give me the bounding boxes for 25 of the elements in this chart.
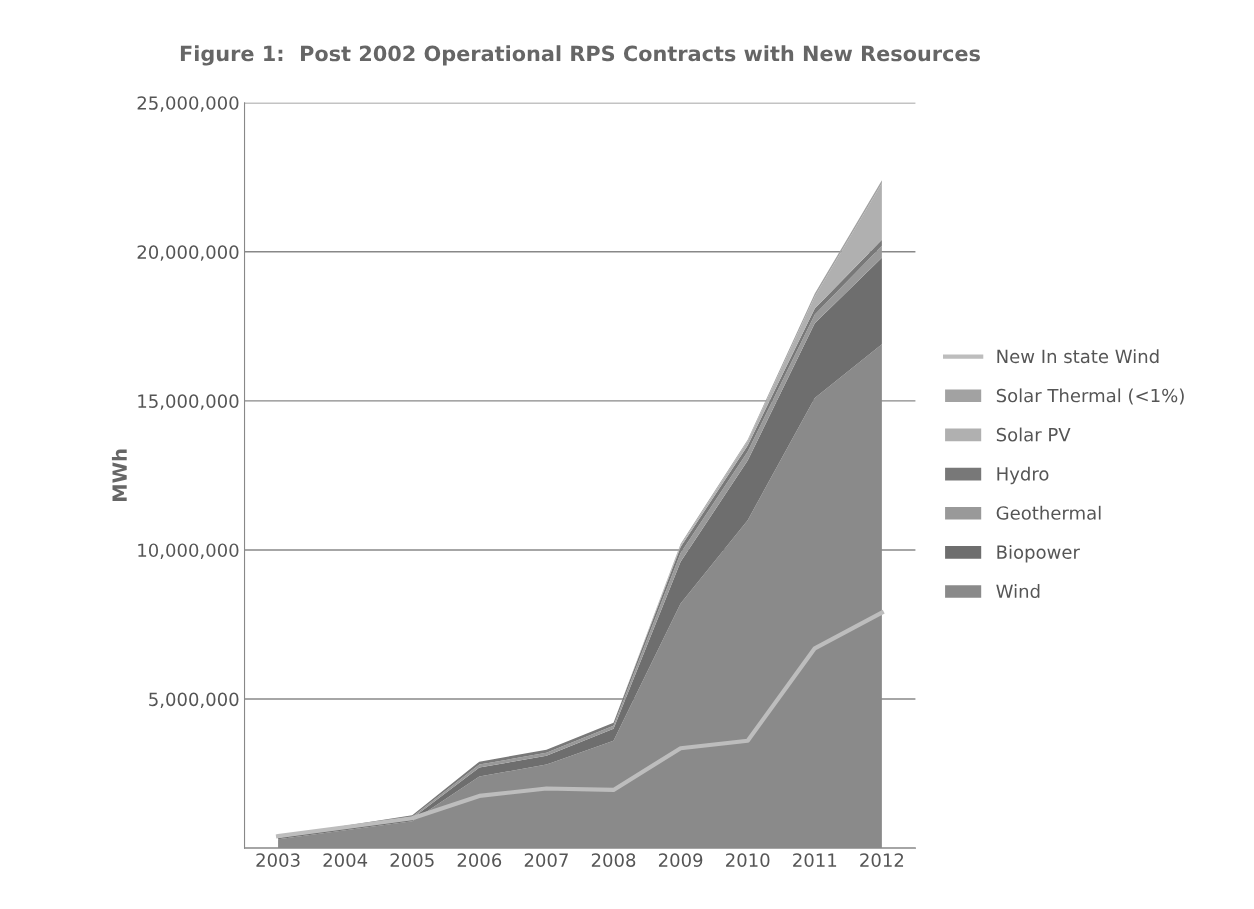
y-tick-label: 5,000,000 (149, 692, 239, 708)
line-series (275, 610, 884, 839)
x-tick-label: 2010 (726, 853, 770, 867)
x-tick-label: 2009 (658, 853, 703, 867)
y-tick-label: 15,000,000 (138, 394, 239, 410)
x-tick-label: 2008 (591, 853, 636, 867)
x-tick-label: 2005 (390, 853, 434, 867)
x-tick-label: 2012 (860, 853, 904, 867)
x-tick-label: 2006 (457, 853, 502, 867)
x-tick-label: 2004 (323, 853, 368, 867)
x-tick-label: 2011 (793, 853, 837, 867)
legend-label: Solar Thermal (<1%) (996, 388, 1184, 405)
x-tick-label: 2003 (256, 853, 300, 867)
legend-label: Geothermal (996, 505, 1101, 520)
legend-label: Biopower (997, 544, 1080, 563)
x-tick-label: 2007 (524, 853, 568, 867)
y-tick-label: 20,000,000 (137, 245, 239, 261)
legend-label: Solar PV (996, 427, 1071, 442)
chart-title: Figure 1: Post 2002 Operational RPS Contracts with New Resources (180, 45, 980, 66)
y-tick-label: 10,000,000 (138, 543, 239, 559)
y-tick-label: 25,000,000 (137, 96, 239, 112)
legend-label: Hydro (997, 466, 1049, 485)
y-axis-title: MWh (111, 449, 127, 501)
legend-label: New In state Wind (997, 349, 1159, 364)
legend-label: Wind (996, 584, 1040, 599)
